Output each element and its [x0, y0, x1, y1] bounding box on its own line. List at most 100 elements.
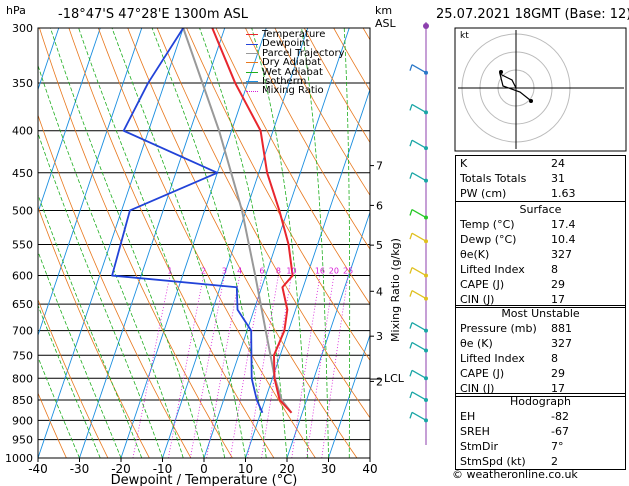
- wind-barb-dot: [424, 296, 428, 301]
- surface-key: CAPE (J): [460, 278, 505, 291]
- hodo-value: -82: [551, 410, 569, 423]
- x-tick-label: -10: [153, 462, 173, 476]
- wind-top-marker: [423, 23, 429, 29]
- wind-barb: [411, 208, 427, 219]
- height-tick-label: 6: [376, 199, 383, 212]
- mixing-ratio-line: [167, 275, 204, 458]
- wet-adiabat-line: [151, 28, 267, 458]
- surface-title: Surface: [519, 203, 562, 216]
- wet-adiabat-line: [38, 356, 80, 458]
- dry-adiabat-line: [97, 28, 316, 458]
- pressure-tick-label: 650: [12, 298, 33, 311]
- legend-swatch: [246, 81, 258, 83]
- wind-barb-flag: [409, 342, 413, 349]
- mixing-ratio-line: [306, 275, 335, 458]
- unstable-table: Most Unstable Pressure (mb) 881 θe (K) 327 L…: [455, 305, 626, 397]
- legend-swatch: [246, 90, 258, 92]
- wind-barb: [411, 103, 427, 113]
- isotherm-line: [162, 28, 309, 458]
- pressure-tick-label: 700: [12, 325, 33, 338]
- index-key: K: [460, 157, 468, 170]
- surface-value: 29: [551, 278, 565, 291]
- dry-adiabat-line: [186, 28, 370, 362]
- isotherm-line: [120, 28, 267, 458]
- mixing-ratio-axis-label: Mixing Ratio (g/kg): [389, 238, 402, 342]
- pressure-tick-label: 900: [12, 414, 33, 427]
- unstable-row: θe (K) 327: [456, 336, 625, 351]
- mixing-ratio-label: 25: [343, 267, 353, 276]
- wet-adiabat-line: [38, 64, 184, 458]
- mixing-ratio-line: [261, 275, 292, 458]
- mixing-ratio-label: 16: [315, 267, 325, 276]
- hodograph-point: [499, 70, 503, 74]
- index-row: Totals Totals 31: [456, 171, 625, 186]
- index-value: 1.63: [551, 187, 576, 200]
- wind-barb-dot: [424, 110, 428, 115]
- wind-barb-dot: [424, 348, 428, 353]
- index-key: PW (cm): [460, 187, 507, 200]
- wet-adiabat-line: [301, 28, 329, 458]
- x-tick-label: -20: [111, 462, 131, 476]
- surface-key: Temp (°C): [460, 218, 515, 231]
- legend-label: Dry Adiabat: [262, 57, 322, 69]
- hodograph-point: [529, 99, 533, 103]
- surface-row: CIN (J) 17: [456, 292, 625, 307]
- dry-adiabat-line: [156, 28, 370, 419]
- hodo-row: SREH -67: [456, 424, 625, 439]
- chart-legend: Temperature Dewpoint Parcel Trajectory Dry …: [246, 29, 345, 96]
- hodograph-frame: [454, 27, 627, 152]
- dry-adiabat-line: [68, 28, 275, 458]
- wet-adiabat-line: [38, 132, 163, 458]
- wind-barb-flag: [409, 290, 413, 297]
- pressure-tick-label: 600: [12, 270, 33, 283]
- dry-adiabat-line: [38, 206, 150, 458]
- legend-swatch: [246, 52, 258, 54]
- wind-barb-dot: [424, 215, 428, 220]
- hodo-value: -67: [551, 425, 569, 438]
- mixing-ratio-line: [132, 275, 171, 458]
- wind-barb-flag: [409, 139, 413, 147]
- legend-item: Temperature: [246, 29, 345, 40]
- wet-adiabat-line: [38, 304, 101, 458]
- mixing-ratio-label: 20: [329, 267, 339, 276]
- pressure-tick-label: 850: [12, 394, 33, 407]
- wind-barb-flag: [409, 104, 413, 111]
- asl-label: ASL: [375, 17, 396, 30]
- hodo-value: 2: [551, 455, 558, 468]
- wind-barb-flag: [409, 322, 413, 329]
- temperature-line: [211, 28, 294, 414]
- dry-adiabat-line: [274, 28, 370, 197]
- surface-key: Lifted Index: [460, 263, 525, 276]
- wind-barb: [411, 411, 427, 421]
- index-row: PW (cm) 1.63: [456, 186, 625, 201]
- mixing-ratio-label: 8: [276, 267, 281, 276]
- unstable-value: 8: [551, 352, 558, 365]
- unstable-value: 327: [551, 337, 572, 350]
- hodograph-table: Hodograph EH -82 SREH -67 StmDir 7° StmSpd (kt…: [455, 393, 626, 470]
- hodo-row: StmDir 7°: [456, 439, 625, 454]
- isotherm-line: [79, 28, 226, 458]
- surface-value: 17.4: [551, 218, 576, 231]
- mixing-ratio-line: [247, 275, 279, 458]
- surface-key: Dewp (°C): [460, 233, 517, 246]
- wind-barb-flag: [409, 412, 413, 419]
- lcl-label: LCL: [384, 372, 405, 385]
- wind-barb: [411, 341, 427, 352]
- wind-barb-flag: [409, 172, 413, 179]
- wind-barb: [411, 369, 427, 379]
- wind-barb-dot: [424, 418, 428, 423]
- surface-key: CIN (J): [460, 293, 495, 306]
- isotherm-line: [38, 28, 101, 214]
- wind-barb-dot: [424, 239, 428, 244]
- unstable-title: Most Unstable: [501, 307, 580, 320]
- surface-value: 327: [551, 248, 572, 261]
- pressure-tick-label: 450: [12, 167, 33, 180]
- parcel-trajectory-line: [182, 28, 293, 414]
- wind-barb-dot: [424, 328, 428, 333]
- wind-barb-flag: [409, 391, 413, 399]
- legend-item: Parcel Trajectory: [246, 48, 345, 59]
- hodograph-title: Hodograph: [510, 395, 571, 408]
- hodograph-kt-label: kt: [460, 31, 469, 41]
- index-row: K 24: [456, 156, 625, 171]
- unstable-value: 17: [551, 382, 565, 395]
